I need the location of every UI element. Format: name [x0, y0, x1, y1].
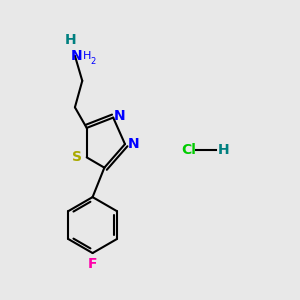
Text: F: F	[88, 257, 97, 271]
Text: H: H	[218, 143, 230, 157]
Text: H: H	[82, 51, 91, 61]
Text: Cl: Cl	[181, 143, 196, 157]
Text: 2: 2	[91, 57, 96, 66]
Text: N: N	[128, 137, 139, 151]
Text: N: N	[70, 49, 82, 63]
Text: H: H	[65, 34, 76, 47]
Text: N: N	[114, 109, 125, 123]
Text: S: S	[72, 150, 82, 164]
